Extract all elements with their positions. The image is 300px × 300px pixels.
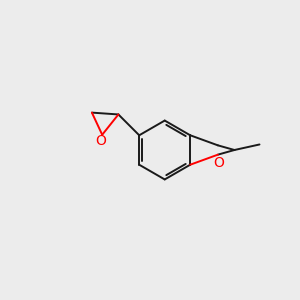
- Text: O: O: [213, 156, 224, 170]
- Text: O: O: [95, 134, 106, 148]
